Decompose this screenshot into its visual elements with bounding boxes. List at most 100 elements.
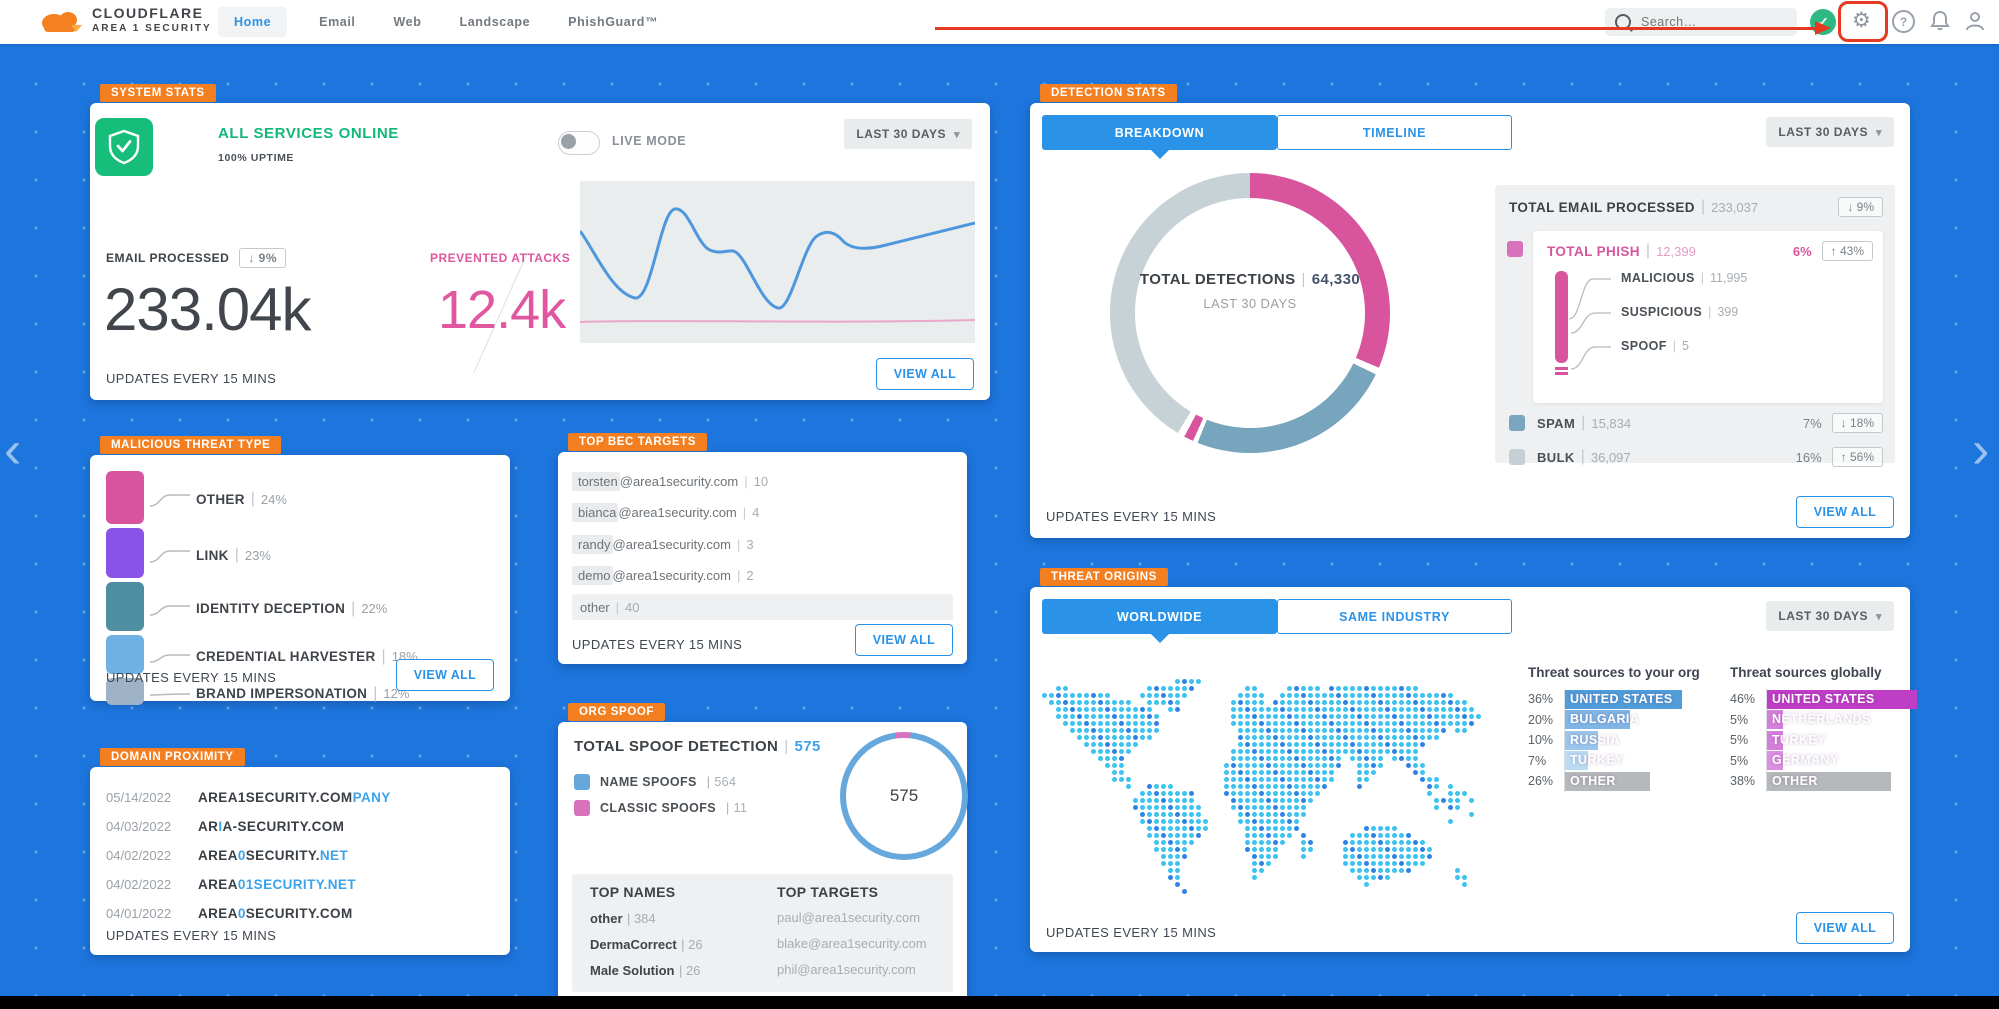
user-avatar-icon[interactable] <box>1964 10 1986 32</box>
detection-stats-tag: DETECTION STATS <box>1040 84 1177 102</box>
nav-email[interactable]: Email <box>319 15 356 29</box>
threat-type-legend: OTHER | 24% LINK | 23% IDENTITY DECEPTION … <box>150 471 496 709</box>
cloudflare-cloud-icon <box>42 12 82 32</box>
tab-worldwide[interactable]: WORLDWIDE <box>1042 599 1277 643</box>
detection-range-dropdown[interactable]: LAST 30 DAYS ▾ <box>1766 117 1894 147</box>
domain-date: 05/14/2022 <box>106 790 172 805</box>
spoof-legend: NAME SPOOFS | 564 CLASSIC SPOOFS | 11 <box>574 774 747 816</box>
domain-row: 04/02/2022 AREA01SECURITY.NET <box>106 870 494 899</box>
legend-pct: 22% <box>361 601 388 617</box>
bec-count: 2 <box>746 568 754 583</box>
domain-row: 04/02/2022 AREA0SECURITY.NET <box>106 841 494 870</box>
updates-caption: UPDATES EVERY 15 MINS <box>572 637 743 652</box>
bec-count: 4 <box>752 505 760 520</box>
segment-other <box>106 471 144 524</box>
bec-username: torsten <box>572 471 620 491</box>
bar-row: 36% UNITED STATES <box>1528 689 1683 710</box>
tab-same-industry[interactable]: SAME INDUSTRY <box>1277 599 1512 634</box>
connector-line <box>150 550 190 563</box>
range-label: LAST 30 DAYS <box>1778 125 1868 139</box>
cloudflare-logo[interactable]: CLOUDFLARE AREA 1 SECURITY <box>38 5 212 37</box>
global-sources-header: Threat sources globally <box>1730 665 1882 680</box>
threat-origins-tabs: WORLDWIDE SAME INDUSTRY <box>1042 599 1512 643</box>
search-input[interactable] <box>1639 14 1783 30</box>
bulk-swatch <box>1509 449 1525 465</box>
email-processed-label: EMAIL PROCESSED <box>106 251 230 265</box>
spoof-detection-title: TOTAL SPOOF DETECTION | 575 <box>574 738 821 755</box>
total-phish-card: TOTAL PHISH | 12,399 6% ↑ 43% MALICIOUS | 1… <box>1533 231 1883 403</box>
total-email-label: TOTAL EMAIL PROCESSED <box>1509 199 1695 215</box>
threat-type-view-all-button[interactable]: VIEW ALL <box>396 659 494 691</box>
bec-count: 3 <box>746 536 754 552</box>
gear-icon[interactable]: ⚙ <box>1852 9 1871 32</box>
donut-center-label: TOTAL DETECTIONS <box>1139 271 1296 288</box>
nav-phishguard[interactable]: PhishGuard™ <box>568 15 659 29</box>
search-box[interactable] <box>1605 8 1797 36</box>
bec-row: torsten @area1security.com | 10 <box>572 468 953 494</box>
phish-connector-lines <box>1569 278 1611 370</box>
detection-breakdown-panel: TOTAL EMAIL PROCESSED | 233,037 ↓ 9% TOTA… <box>1495 185 1895 467</box>
prevented-attacks-label: PREVENTED ATTACKS <box>430 251 571 265</box>
bec-username: randy <box>572 534 613 554</box>
legend-label: CLASSIC SPOOFS <box>600 801 717 815</box>
spoof-detail-panel: TOP NAMES TOP TARGETS other | 384 DermaC… <box>572 874 953 992</box>
carousel-right-chevron-icon[interactable]: › <box>1972 421 1990 479</box>
nav-home[interactable]: Home <box>218 7 288 37</box>
domain-proximity-tag: DOMAIN PROXIMITY <box>100 748 245 766</box>
tab-timeline[interactable]: TIMELINE <box>1277 115 1512 150</box>
threat-origins-range-dropdown[interactable]: LAST 30 DAYS ▾ <box>1766 601 1894 631</box>
legend-row: IDENTITY DECEPTION | 22% <box>150 582 496 634</box>
carousel-left-chevron-icon[interactable]: ‹ <box>4 421 22 479</box>
updates-caption: UPDATES EVERY 15 MINS <box>106 670 277 685</box>
chevron-down-icon: ▾ <box>1875 610 1882 623</box>
bec-username: demo <box>572 566 613 585</box>
annotation-red-rectangle <box>1838 1 1888 42</box>
bulk-label: BULK <box>1537 449 1575 465</box>
threat-origins-view-all-button[interactable]: VIEW ALL <box>1796 912 1894 944</box>
bar-row: 26% OTHER <box>1528 771 1682 792</box>
spoof-row: SPOOF | 5 <box>1621 339 1689 353</box>
top-target-email: paul@area1security.com <box>777 910 921 925</box>
threat-type-stacked-bar <box>106 471 144 705</box>
domain-name: AREA0SECURITY.NET <box>198 848 349 863</box>
connector-line <box>150 604 190 616</box>
annotation-red-arrowhead <box>1815 21 1831 35</box>
top-name-row: DermaCorrect | 26 <box>590 937 703 952</box>
bar-row: 10% RUSSIA <box>1528 730 1682 751</box>
bar-row: 5% TURKEY <box>1730 730 1917 751</box>
malicious-threat-type-tag: MALICIOUS THREAT TYPE <box>100 436 282 454</box>
legend-label: OTHER <box>196 491 245 507</box>
connector-line <box>150 494 190 508</box>
detection-tabs: BREAKDOWN TIMELINE <box>1042 115 1512 159</box>
total-email-row: TOTAL EMAIL PROCESSED | 233,037 ↓ 9% <box>1509 197 1883 217</box>
system-stats-range-dropdown[interactable]: LAST 30 DAYS ▾ <box>844 119 972 149</box>
top-name-row: Male Solution | 26 <box>590 963 701 978</box>
tab-breakdown[interactable]: BREAKDOWN <box>1042 115 1277 159</box>
updates-caption: UPDATES EVERY 15 MINS <box>106 371 277 386</box>
live-mode-toggle[interactable] <box>558 131 600 155</box>
donut-center-value: 64,330 <box>1311 271 1361 288</box>
top-target-email: phil@area1security.com <box>777 962 916 977</box>
bec-domain: @area1security.com <box>618 505 737 520</box>
legend-pct: 24% <box>260 491 287 507</box>
nav-landscape[interactable]: Landscape <box>459 15 531 29</box>
domain-name: AREA01SECURITY.NET <box>198 877 356 892</box>
top-targets-header: TOP TARGETS <box>777 884 879 900</box>
help-icon[interactable]: ? <box>1892 10 1915 33</box>
system-stats-view-all-button[interactable]: VIEW ALL <box>876 358 974 390</box>
domain-date: 04/03/2022 <box>106 819 172 834</box>
legend-count: 11 <box>733 801 748 815</box>
domain-date: 04/01/2022 <box>106 906 172 921</box>
detection-stats-card: DETECTION STATS BREAKDOWN TIMELINE LAST … <box>1030 84 1910 538</box>
global-sources-bars: 46% UNITED STATES 5% NETHERLANDS 5% TURKEY … <box>1730 689 1917 792</box>
bec-view-all-button[interactable]: VIEW ALL <box>855 624 953 656</box>
updates-caption: UPDATES EVERY 15 MINS <box>1046 509 1217 524</box>
range-label: LAST 30 DAYS <box>856 127 946 141</box>
detection-view-all-button[interactable]: VIEW ALL <box>1796 496 1894 528</box>
malicious-row: MALICIOUS | 11,995 <box>1621 271 1748 285</box>
bulk-row: BULK | 36,097 16% ↑ 56% <box>1509 447 1883 467</box>
nav-web[interactable]: Web <box>393 15 422 29</box>
email-processed-label-row: EMAIL PROCESSED ↓ 9% <box>106 248 286 268</box>
prevented-attacks-value: 12.4k <box>438 280 566 340</box>
bell-icon[interactable] <box>1930 10 1950 32</box>
